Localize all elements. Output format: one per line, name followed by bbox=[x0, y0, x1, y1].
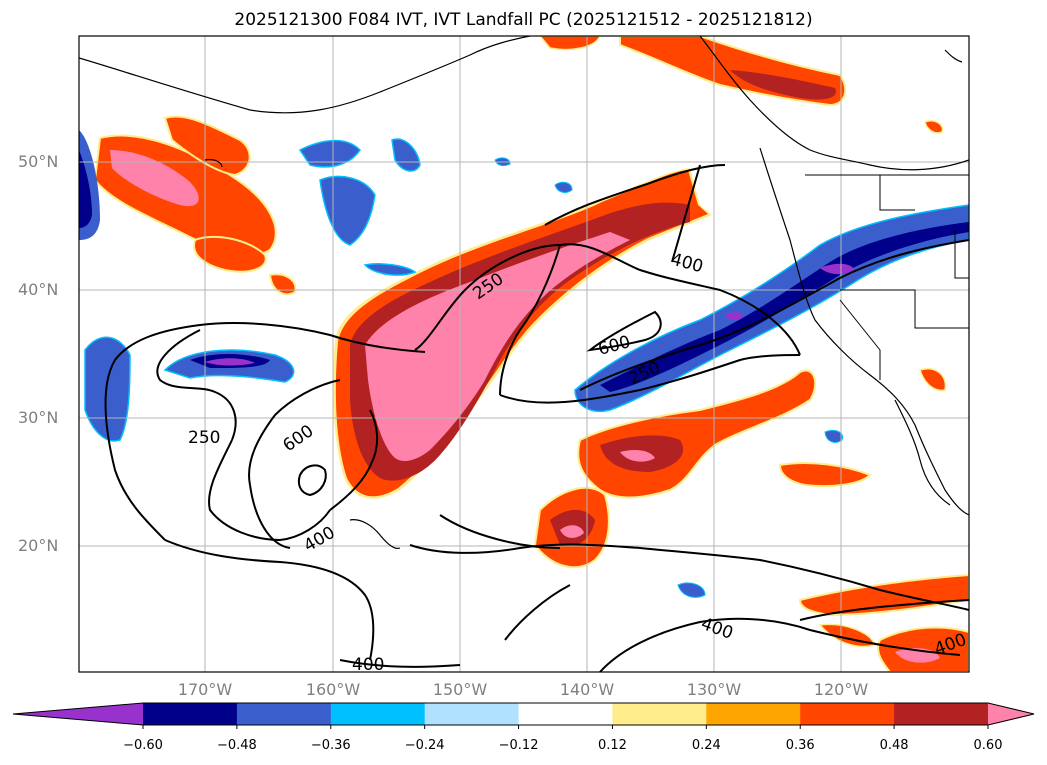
colorbar-segment bbox=[143, 703, 238, 725]
colorbar-tick-label: −0.12 bbox=[498, 738, 539, 753]
lat-label-40n: 40°N bbox=[18, 280, 59, 299]
nw-plume bbox=[93, 115, 297, 296]
west-negative-region bbox=[84, 336, 295, 442]
subtropical-positive-band bbox=[533, 368, 947, 569]
small-negative-blobs bbox=[494, 157, 844, 598]
colorbar-tick-label: −0.36 bbox=[310, 738, 351, 753]
colorbar-segment bbox=[894, 703, 989, 725]
colorbar-tick-label: 0.60 bbox=[973, 738, 1003, 753]
map-frame bbox=[78, 35, 970, 673]
lon-label-120w: 120°W bbox=[813, 680, 869, 699]
colorbar-segment bbox=[518, 703, 613, 725]
colorbar-segment bbox=[236, 703, 332, 725]
colorbar-tick-label: −0.24 bbox=[404, 738, 445, 753]
lat-label-50n: 50°N bbox=[18, 152, 59, 171]
lon-label-130w: 130°W bbox=[686, 680, 742, 699]
colorbar-segment bbox=[330, 703, 426, 725]
colorbar bbox=[12, 702, 1035, 729]
map-plot-area: 250 250 250 400 400 400 400 400 600 600 bbox=[79, 36, 969, 675]
main-plume bbox=[333, 168, 712, 499]
political-borders bbox=[805, 174, 969, 380]
contour-label: 400 bbox=[352, 655, 384, 675]
lat-label-20n: 20°N bbox=[18, 536, 59, 555]
colorbar-tick-label: 0.48 bbox=[879, 738, 909, 753]
coastlines bbox=[79, 36, 969, 550]
lon-label-140w: 140°W bbox=[559, 680, 615, 699]
lat-label-30n: 30°N bbox=[18, 408, 59, 427]
central-negative-blobs bbox=[298, 138, 421, 276]
lon-label-150w: 150°W bbox=[432, 680, 488, 699]
southeast-positive bbox=[798, 573, 969, 672]
colorbar-tick-label: −0.48 bbox=[216, 738, 257, 753]
colorbar-segment bbox=[612, 703, 707, 725]
colorbar-tick-label: 0.12 bbox=[597, 738, 627, 753]
lon-label-170w: 170°W bbox=[177, 680, 233, 699]
map-title: 2025121300 F084 IVT, IVT Landfall PC (20… bbox=[234, 10, 813, 30]
colorbar-extend-high bbox=[988, 703, 1034, 725]
contour-label: 250 bbox=[188, 428, 220, 448]
colorbar-tick-label: 0.24 bbox=[691, 738, 721, 753]
lon-label-160w: 160°W bbox=[305, 680, 361, 699]
ivt-filled-contours bbox=[79, 36, 969, 672]
colorbar-segment bbox=[800, 703, 895, 725]
ivt-contours bbox=[104, 164, 969, 672]
colorbar-segment bbox=[424, 703, 520, 725]
colorbar-segment bbox=[706, 703, 801, 725]
colorbar-tick-label: 0.36 bbox=[785, 738, 815, 753]
colorbar-extend-low bbox=[13, 703, 143, 725]
colorbar-tick-label: −0.60 bbox=[123, 738, 163, 753]
